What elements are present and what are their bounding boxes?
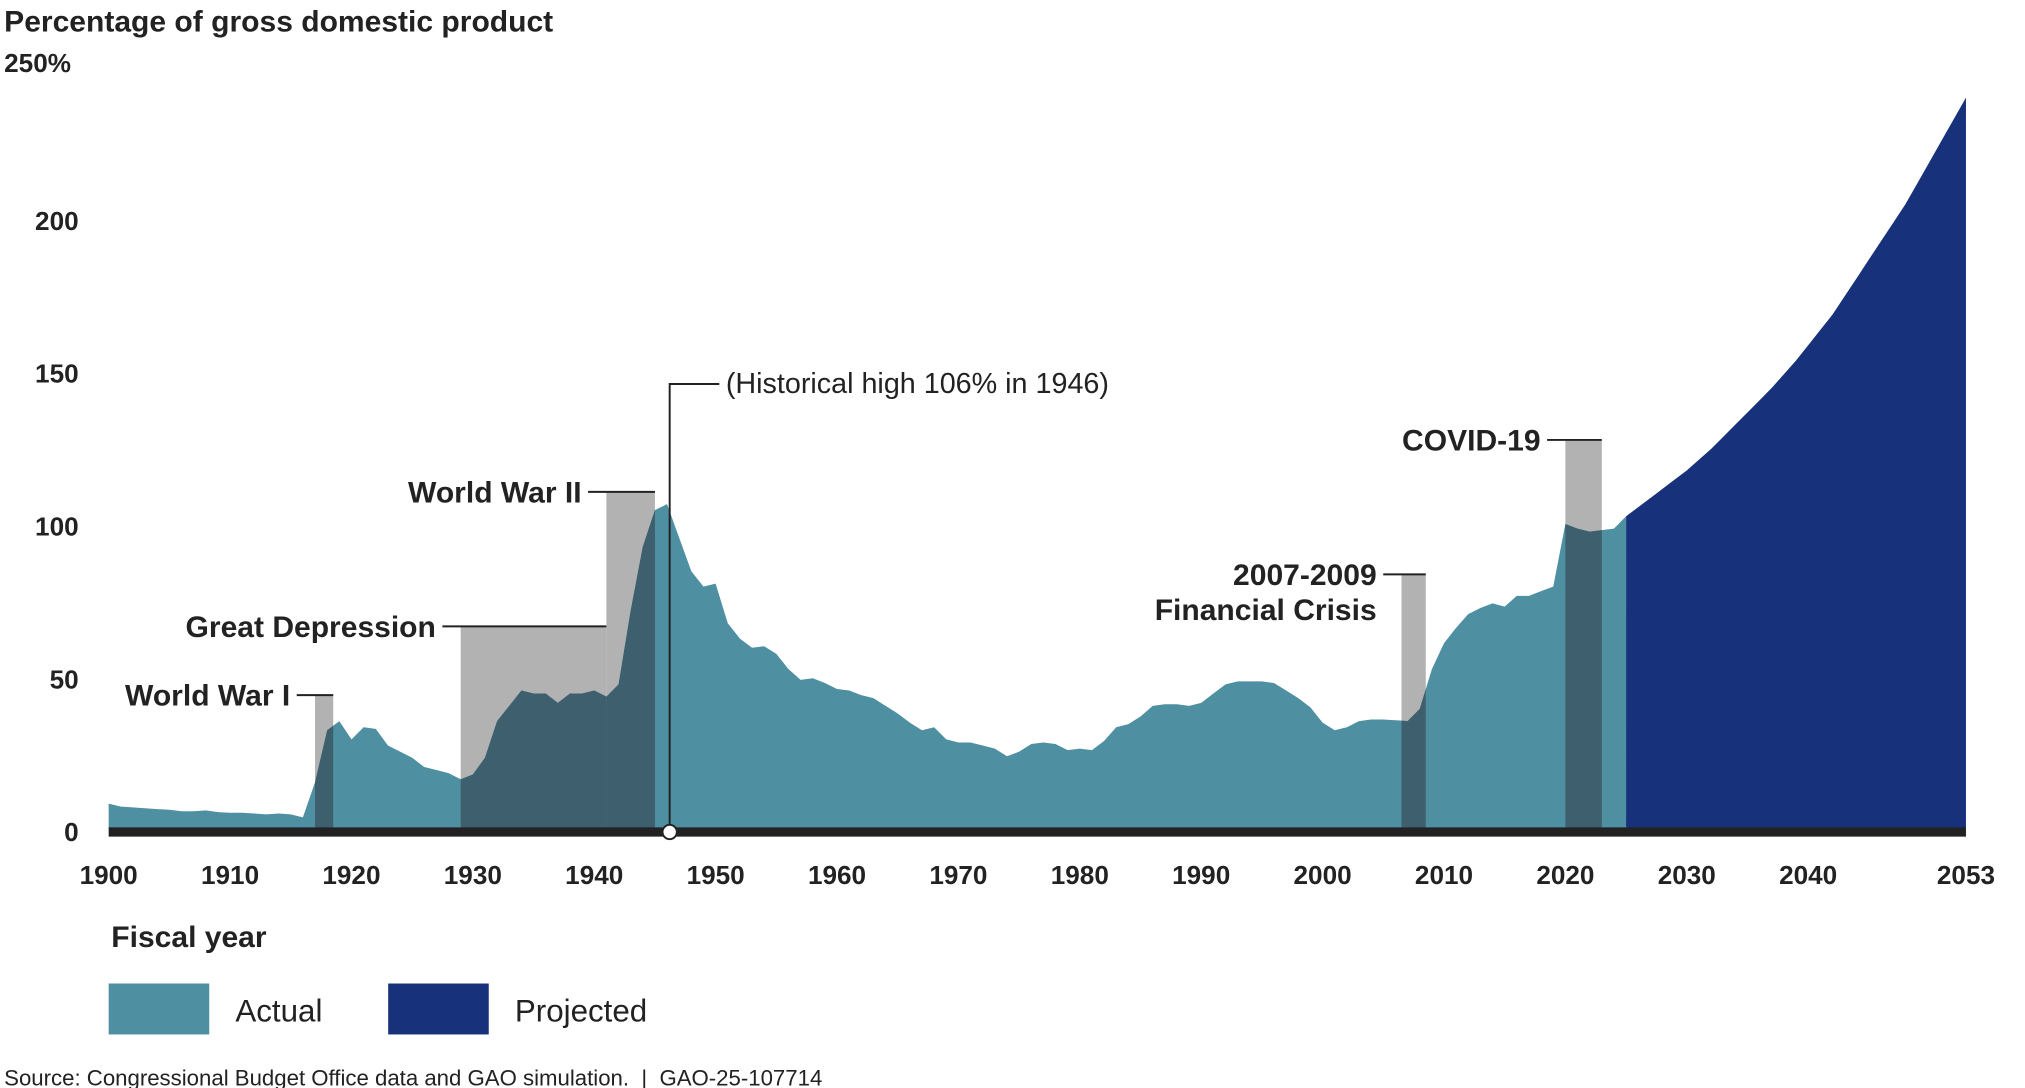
y-tick-label: 100 xyxy=(35,512,79,542)
x-tick-label: 2053 xyxy=(1937,860,1995,890)
x-tick-label: 2000 xyxy=(1294,860,1352,890)
y-tick-label: 150 xyxy=(35,359,79,389)
period-label: World War I xyxy=(125,680,290,713)
y-tick-label: 250% xyxy=(4,48,71,78)
y-tick-label: 0 xyxy=(64,817,79,847)
x-axis-label: Fiscal year xyxy=(111,921,267,954)
x-tick-label: 1920 xyxy=(322,860,380,890)
x-tick-label: 1940 xyxy=(565,860,623,890)
x-tick-label: 2010 xyxy=(1415,860,1473,890)
period-labels: World War I Great Depression World War II 2… xyxy=(125,424,1602,713)
x-tick-label: 1960 xyxy=(808,860,866,890)
period-label: Great Depression xyxy=(186,611,436,644)
legend-label-projected: Projected xyxy=(515,993,647,1028)
period-label: COVID-19 xyxy=(1402,424,1541,457)
x-tick-label: 1970 xyxy=(929,860,987,890)
annotation-text: (Historical high 106% in 1946) xyxy=(726,368,1109,400)
legend-swatch-projected xyxy=(388,983,489,1035)
x-tick-label: 2030 xyxy=(1658,860,1716,890)
x-tick-label: 1990 xyxy=(1172,860,1230,890)
y-axis-label: Percentage of gross domestic product xyxy=(4,5,553,38)
x-tick-label: 1950 xyxy=(687,860,745,890)
legend: Actual Projected xyxy=(108,983,647,1035)
x-tick-label: 1930 xyxy=(444,860,502,890)
projected-area xyxy=(1626,97,1966,829)
historical-high-marker xyxy=(661,823,678,841)
y-axis-ticks: 250% 200 150 100 50 0 xyxy=(4,48,78,847)
x-tick-label: 2020 xyxy=(1536,860,1594,890)
period-label: Financial Crisis xyxy=(1155,594,1377,627)
x-tick-label: 1910 xyxy=(201,860,259,890)
period-overlay xyxy=(1565,504,1602,829)
annotation-leader-line xyxy=(668,383,720,832)
historical-high-annotation: (Historical high 106% in 1946) xyxy=(661,368,1109,841)
x-axis-ticks: 1900 1910 1920 1930 1940 1950 1960 1970 1980 1990… xyxy=(80,860,1995,890)
actual-area xyxy=(108,504,1627,829)
x-tick-label: 1900 xyxy=(80,860,138,890)
period-label: 2007-2009 xyxy=(1233,559,1377,592)
y-tick-label: 50 xyxy=(50,664,79,694)
period-label: World War II xyxy=(408,476,582,509)
source-note: Source: Congressional Budget Office data… xyxy=(4,1065,822,1088)
x-tick-label: 2040 xyxy=(1779,860,1837,890)
x-tick-label: 1980 xyxy=(1051,860,1109,890)
data-areas xyxy=(108,97,1966,829)
y-tick-label: 200 xyxy=(35,206,79,236)
legend-label-actual: Actual xyxy=(235,993,322,1028)
period-overlay xyxy=(606,504,655,829)
legend-swatch-actual xyxy=(108,983,210,1035)
